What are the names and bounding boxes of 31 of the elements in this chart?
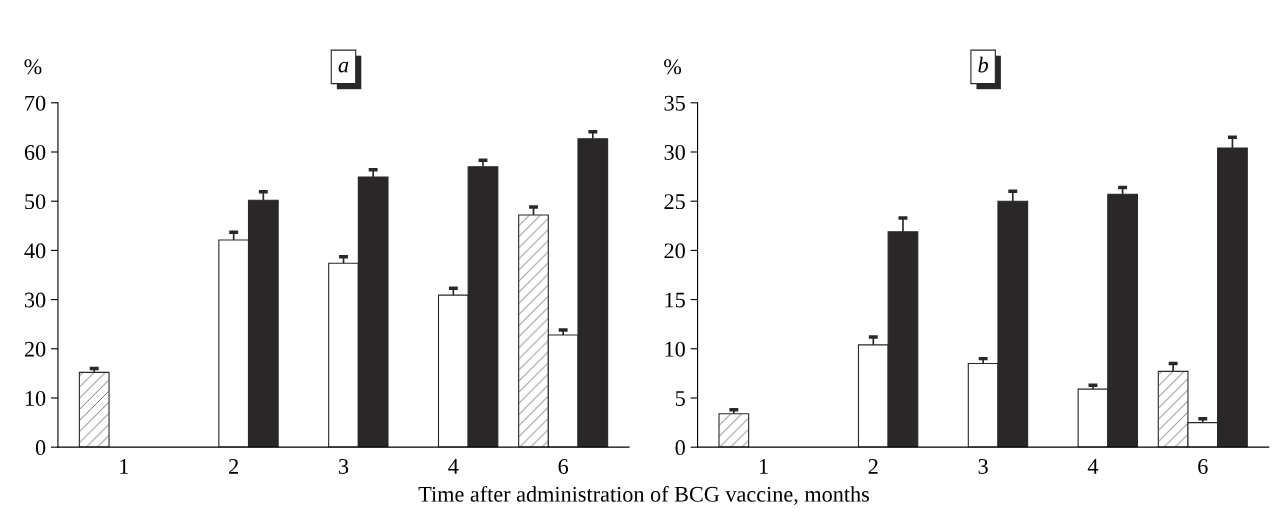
chart-title: b — [978, 56, 989, 73]
y-tick-label: 15 — [665, 292, 685, 308]
chart-title: a — [338, 61, 349, 73]
x-tick-label: 1 — [759, 459, 768, 474]
y-tick-label: 30 — [24, 292, 46, 308]
x-tick-label: 4 — [448, 459, 459, 474]
y-tick-label: 30 — [664, 144, 685, 160]
y-tick-label: 40 — [24, 243, 46, 259]
y-tick-label: 10 — [25, 390, 46, 406]
y-tick-label: 50 — [25, 194, 46, 210]
x-tick-label: 6 — [1198, 459, 1208, 474]
x-tick-label: 6 — [558, 459, 569, 474]
y-axis-title: % — [24, 59, 42, 75]
x-tick-label: 3 — [978, 459, 988, 474]
x-tick-label: 4 — [1087, 459, 1099, 474]
x-tick-label: 3 — [339, 459, 349, 474]
x-axis-title: Time after administration of BCG vaccine, months — [418, 485, 869, 505]
y-tick-label: 70 — [25, 95, 46, 111]
y-tick-label: 35 — [664, 95, 685, 111]
y-tick-label: 20 — [664, 243, 685, 259]
y-tick-label: 60 — [24, 144, 46, 160]
y-tick-label: 5 — [675, 391, 685, 406]
y-tick-label: 25 — [664, 194, 685, 210]
y-axis-title: % — [664, 59, 682, 75]
x-tick-label: 2 — [229, 459, 239, 474]
y-tick-label: 20 — [24, 341, 46, 357]
x-tick-label: 2 — [868, 459, 878, 474]
y-tick-label: 10 — [665, 341, 685, 357]
y-tick-label: 0 — [35, 440, 46, 456]
y-tick-label: 0 — [675, 440, 685, 456]
x-tick-label: 1 — [120, 459, 129, 474]
